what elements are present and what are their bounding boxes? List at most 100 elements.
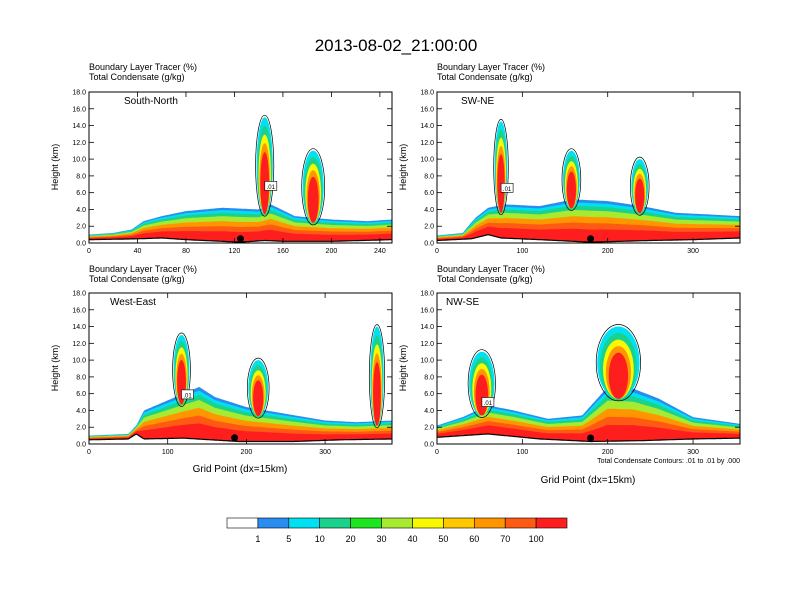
terrain-line: [436, 234, 740, 243]
contour-note: Total Condensate Contours: .01 to .01 by…: [597, 458, 740, 465]
colorbar-label: 70: [500, 534, 510, 544]
y-tick-label: 0.0: [76, 241, 86, 248]
condensate-contour: [493, 119, 509, 216]
x-tick-label: 100: [517, 248, 529, 255]
panel-west-east: Boundary Layer Tracer (%) Total Condensa…: [50, 264, 393, 475]
x-tick-label: 0: [87, 248, 91, 255]
colorbar-swatch: [257, 517, 290, 529]
y-tick-label: 2.0: [424, 224, 434, 231]
plume-band: [253, 380, 264, 417]
colorbar-label: 20: [346, 534, 356, 544]
panel-subtitle-line1: Boundary Layer Tracer (%): [89, 62, 197, 72]
colorbar-swatch: [412, 517, 444, 529]
x-tick-label: 100: [162, 449, 174, 456]
colorbar-swatch: [226, 517, 259, 529]
panel-subtitle-line2: Total Condensate (g/kg): [89, 274, 185, 284]
y-tick-label: 18.0: [72, 90, 86, 97]
colorbar-swatch: [319, 517, 351, 529]
colorbar-label: 40: [407, 534, 417, 544]
location-marker: [587, 235, 595, 243]
plot-area-south-north: .01: [89, 114, 393, 243]
panel-sw-ne: Boundary Layer Tracer (%) Total Condensa…: [398, 62, 741, 255]
panel-subtitle-line2: Total Condensate (g/kg): [89, 72, 185, 82]
plume-band: [566, 171, 577, 209]
y-tick-label: 6.0: [424, 190, 434, 197]
x-tick-label: 120: [229, 248, 241, 255]
tracer-band: [437, 424, 740, 442]
y-tick-label: 8.0: [76, 173, 86, 180]
y-tick-label: 14.0: [420, 324, 434, 331]
y-tick-label: 16.0: [72, 307, 86, 314]
y-tick-label: 16.0: [72, 106, 86, 113]
x-tick-label: 0: [435, 248, 439, 255]
condensate-contour: [467, 349, 496, 418]
colorbar-label: 30: [376, 534, 386, 544]
condensate-contour: [368, 324, 386, 429]
panel-label: NW-SE: [446, 297, 479, 308]
y-tick-label: 12.0: [420, 341, 434, 348]
y-tick-label: 12.0: [420, 140, 434, 147]
y-axis-label: Height (km): [50, 345, 60, 392]
terrain: [437, 234, 740, 243]
y-tick-label: 8.0: [76, 374, 86, 381]
plume-band: [635, 178, 645, 214]
y-tick-label: 4.0: [424, 408, 434, 415]
y-tick-label: 10.0: [72, 358, 86, 365]
y-axis-label: Height (km): [50, 144, 60, 191]
x-tick-label: 300: [687, 449, 699, 456]
panel-subtitle-line1: Boundary Layer Tracer (%): [89, 264, 197, 274]
contour-label: .01: [484, 401, 493, 407]
y-tick-label: 8.0: [424, 374, 434, 381]
y-tick-label: 16.0: [420, 106, 434, 113]
x-tick-label: 200: [241, 449, 253, 456]
panel-label: SW-NE: [461, 96, 494, 107]
location-marker: [587, 434, 595, 442]
panel-nw-se: Boundary Layer Tracer (%) Total Condensa…: [398, 264, 741, 486]
colorbar-swatch: [443, 517, 475, 529]
panel-label: West-East: [110, 297, 156, 308]
x-tick-label: 200: [326, 248, 338, 255]
x-tick-label: 300: [319, 449, 331, 456]
y-tick-label: 4.0: [424, 207, 434, 214]
terrain-line: [89, 433, 392, 443]
x-axis-label: Grid Point (dx=15km): [193, 464, 288, 475]
y-tick-label: 2.0: [76, 224, 86, 231]
tracer-band: [89, 423, 392, 442]
y-tick-label: 2.0: [76, 425, 86, 432]
colorbar: 1 5 10 20 30 40 50 60 70 100: [226, 517, 568, 544]
axis-ticks: 0.0 2.0 4.0 6.0 8.0 10.0 12.0 14.0 16.0 18.0 0 40 80…: [72, 90, 392, 255]
colorbar-label: 100: [529, 534, 544, 544]
y-tick-label: 10.0: [72, 157, 86, 164]
location-marker: [237, 235, 244, 243]
x-tick-label: 160: [277, 248, 289, 255]
terrain: [89, 434, 392, 444]
y-tick-label: 6.0: [76, 190, 86, 197]
x-tick-label: 0: [435, 449, 439, 456]
location-marker: [231, 434, 239, 442]
contour-label: .01: [183, 393, 192, 399]
y-tick-label: 18.0: [420, 90, 434, 97]
plot-area-sw-ne: .01: [436, 119, 740, 243]
condensate-contour: [629, 156, 650, 216]
colorbar-swatch: [350, 517, 382, 529]
contour-label-box: [481, 397, 495, 407]
colorbar-swatch: [288, 517, 320, 529]
panel-subtitle-line1: Boundary Layer Tracer (%): [437, 62, 545, 72]
condensate-contour: [246, 357, 270, 419]
y-tick-label: 6.0: [76, 391, 86, 398]
y-tick-label: 18.0: [72, 291, 86, 298]
y-tick-label: 14.0: [420, 123, 434, 130]
x-tick-label: 100: [517, 449, 529, 456]
axis-ticks: 0.0 2.0 4.0 6.0 8.0 10.0 12.0 14.0 16.0 18.0 0 100 2…: [420, 90, 740, 255]
colorbar-swatch: [504, 517, 537, 529]
x-tick-label: 200: [602, 449, 614, 456]
condensate-contour: [172, 332, 191, 407]
colorbar-swatch: [381, 517, 413, 529]
y-tick-label: 2.0: [424, 425, 434, 432]
condensate-contour: [255, 114, 275, 217]
panel-label: South-North: [124, 96, 178, 107]
panel-south-north: Boundary Layer Tracer (%) Total Condensa…: [50, 62, 393, 255]
colorbar-swatch: [473, 517, 506, 529]
plot-frame: [88, 91, 393, 244]
y-tick-label: 0.0: [424, 241, 434, 248]
